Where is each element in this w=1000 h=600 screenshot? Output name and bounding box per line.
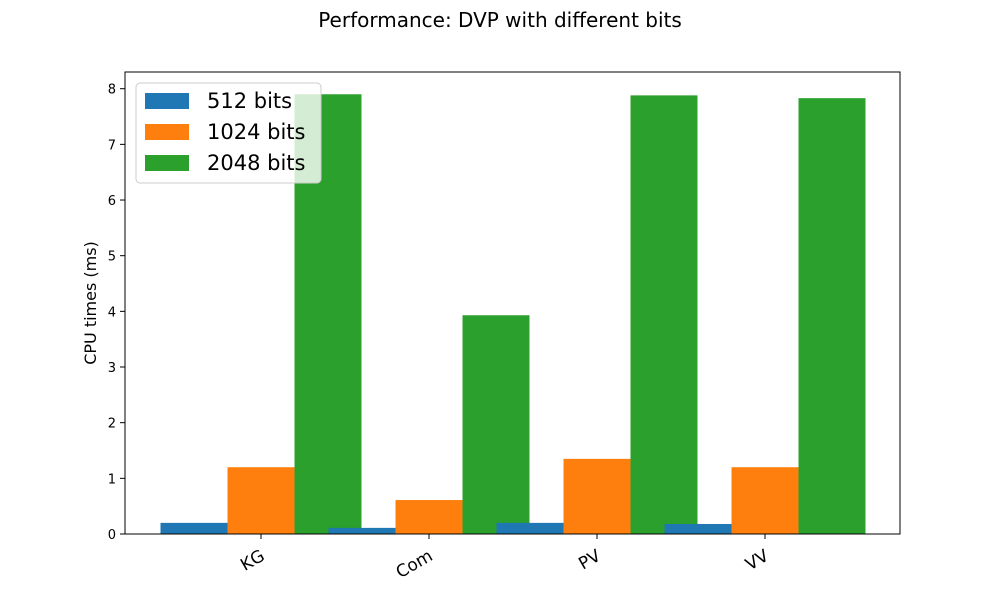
bars-group (160, 94, 866, 535)
y-tick-label: 6 (108, 194, 116, 209)
y-axis: 0 1 2 3 4 5 6 7 8 (108, 83, 125, 543)
legend-label: 2048 bits (207, 151, 305, 175)
legend: 512 bits 1024 bits 2048 bits (135, 82, 322, 184)
y-axis-label: CPU times (ms) (81, 241, 100, 365)
y-tick-label: 0 (108, 528, 116, 543)
y-tick-label: 3 (108, 361, 116, 376)
y-tick-label: 4 (108, 305, 116, 320)
y-tick-label: 5 (108, 250, 116, 265)
y-tick-label: 1 (108, 472, 116, 487)
bar-com-1024-bits (395, 500, 463, 534)
chart-title: Performance: DVP with different bits (318, 8, 682, 32)
bar-kg-1024-bits (227, 467, 295, 534)
x-tick-label: PV (575, 546, 604, 574)
plot-frame (124, 71, 901, 535)
x-tick-label: KG (237, 546, 268, 575)
x-tick-label: VV (742, 546, 772, 575)
y-tick-label: 2 (108, 417, 116, 432)
bar-vv-512-bits (664, 523, 732, 534)
x-tick-label: Com (393, 546, 437, 583)
legend-swatch (145, 155, 189, 171)
bar-pv-512-bits (496, 522, 564, 534)
x-axis: KG Com PV VV (237, 534, 773, 583)
legend-swatch (145, 124, 189, 140)
legend-label: 1024 bits (207, 120, 305, 144)
bar-com-2048-bits (462, 315, 530, 534)
bar-kg-512-bits (160, 522, 228, 534)
bar-com-512-bits (328, 527, 396, 534)
y-tick-label: 7 (108, 138, 116, 153)
bar-vv-1024-bits (731, 467, 799, 534)
bar-vv-2048-bits (798, 98, 866, 535)
bar-pv-1024-bits (563, 458, 631, 534)
legend-label: 512 bits (207, 89, 292, 113)
bar-pv-2048-bits (630, 95, 698, 535)
legend-swatch (145, 93, 189, 109)
y-tick-label: 8 (108, 83, 116, 98)
